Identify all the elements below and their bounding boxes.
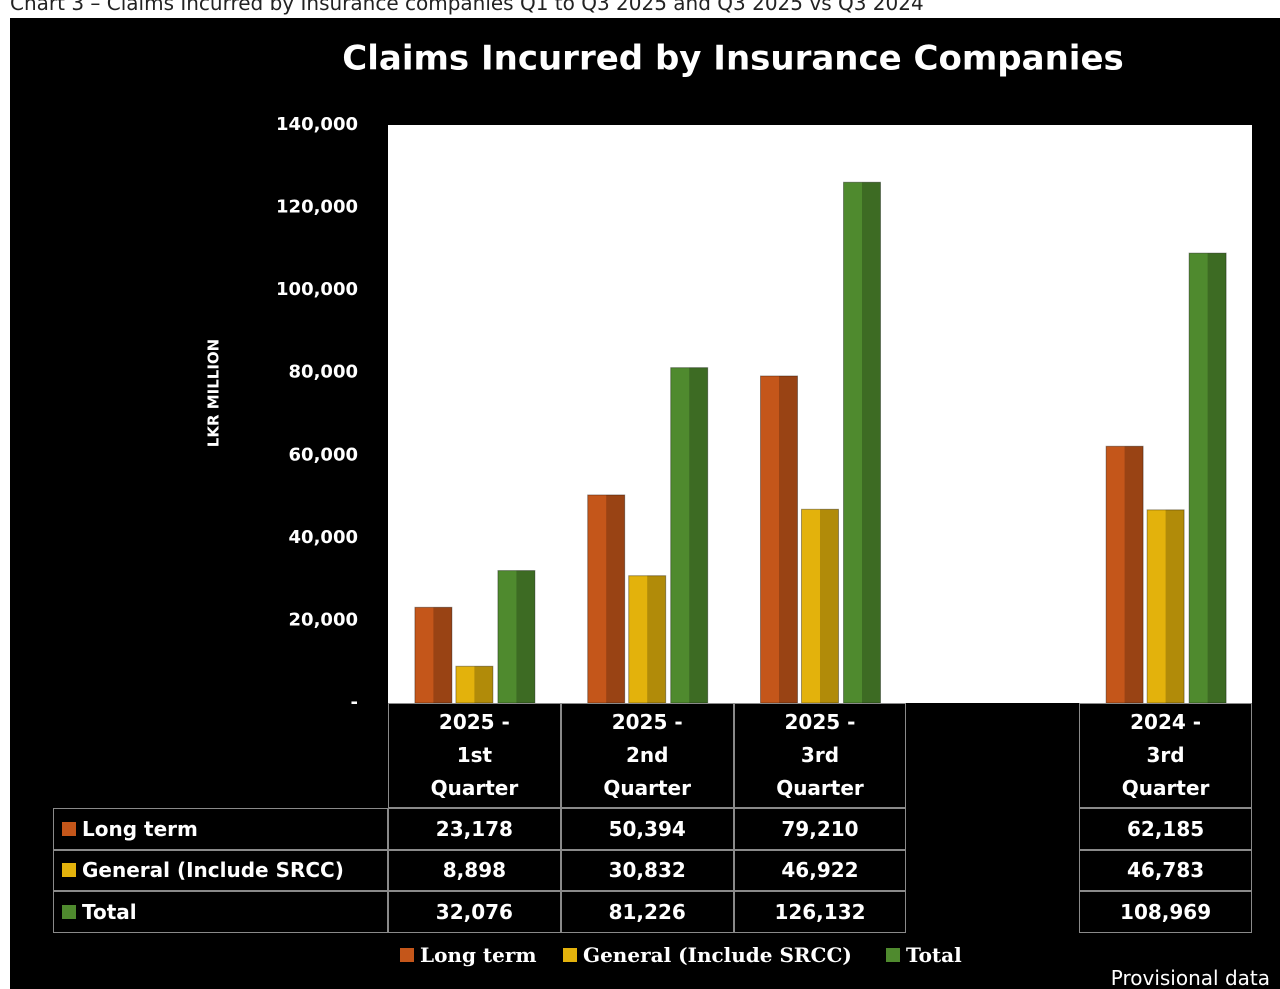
table-value: 81,226: [560, 891, 734, 933]
bar-shade: [820, 509, 839, 703]
legend-swatch: [62, 904, 76, 919]
bar-shade: [647, 575, 666, 703]
y-tick-label: 140,000: [276, 114, 358, 135]
y-tick-label: 80,000: [289, 362, 358, 383]
table-value: 108,969: [1079, 891, 1252, 933]
row-label-text: Long term: [82, 816, 198, 841]
x-tick-text: 2025 - 2nd Quarter: [603, 710, 691, 800]
x-tick-text: 2025 - 3rd Quarter: [776, 710, 864, 800]
y-tick-label: 40,000: [289, 527, 358, 548]
table-row-label: General (Include SRCC): [53, 849, 388, 891]
table-value: 50,394: [560, 808, 734, 850]
legend-item: Total: [886, 940, 962, 970]
bar-shade: [779, 375, 798, 703]
bar-shade: [1165, 509, 1185, 703]
bar-shade: [433, 607, 452, 703]
bar-shade: [516, 570, 535, 703]
legend-item: Long term: [400, 940, 537, 970]
legend-swatch: [62, 863, 76, 878]
table-value: 46,922: [733, 849, 907, 891]
row-label-text: General (Include SRCC): [82, 858, 344, 883]
legend-swatch: [886, 948, 900, 962]
x-tick-label: 2025 - 1st Quarter: [388, 703, 561, 808]
x-tick-label: 2025 - 2nd Quarter: [560, 703, 734, 808]
x-tick-label: 2025 - 3rd Quarter: [733, 703, 907, 808]
x-tick-text: 2025 - 1st Quarter: [430, 710, 519, 800]
chart-title: Claims Incurred by Insurance Companies: [342, 39, 1123, 79]
note: Provisional data: [1110, 966, 1270, 989]
y-tick-label: -: [351, 692, 358, 713]
table-value: 79,210: [733, 808, 907, 850]
table-row-label: Total: [53, 891, 388, 933]
y-axis-label: LKR MILLION: [205, 339, 223, 447]
bar-shade: [474, 666, 493, 703]
bar: [497, 570, 536, 704]
table-value: 126,132: [733, 891, 907, 933]
y-tick-label: 60,000: [289, 444, 358, 465]
table-row-label: Long term: [53, 808, 388, 850]
x-tick-label: 2024 - 3rd Quarter: [1079, 703, 1252, 808]
table-value: 8,898: [388, 849, 561, 891]
bar: [843, 181, 881, 704]
legend-swatch: [563, 948, 577, 962]
legend-label: General (Include SRCC): [583, 943, 852, 967]
table-value: 46,783: [1079, 849, 1252, 891]
row-label-text: Total: [82, 899, 137, 924]
legend-item: General (Include SRCC): [563, 940, 852, 970]
bar-shade: [1207, 253, 1227, 703]
bar: [1188, 252, 1227, 704]
bar: [455, 665, 494, 704]
bar: [628, 575, 667, 704]
legend-swatch: [62, 821, 76, 836]
x-tick-text: 2024 - 3rd Quarter: [1121, 710, 1210, 800]
bar: [587, 494, 626, 704]
caption: Chart 3 – Claims Incurred by Insurance c…: [10, 0, 924, 15]
table-value: 32,076: [388, 891, 561, 933]
bar: [1105, 445, 1144, 704]
bar: [670, 367, 709, 704]
bar-shade: [862, 182, 881, 704]
table-value: 62,185: [1079, 808, 1252, 850]
bar-shade: [689, 367, 708, 703]
y-tick-label: 100,000: [276, 279, 358, 300]
table-value: 30,832: [560, 849, 734, 891]
legend-label: Total: [906, 943, 962, 967]
y-tick-label: 20,000: [289, 609, 358, 630]
legend-swatch: [400, 948, 414, 962]
legend-label: Long term: [420, 943, 537, 967]
y-tick-label: 120,000: [276, 197, 358, 218]
table-value: 23,178: [388, 808, 561, 850]
bar: [801, 508, 839, 704]
bar-shade: [606, 494, 625, 703]
bar: [1146, 509, 1185, 704]
bar-shade: [1124, 446, 1144, 703]
